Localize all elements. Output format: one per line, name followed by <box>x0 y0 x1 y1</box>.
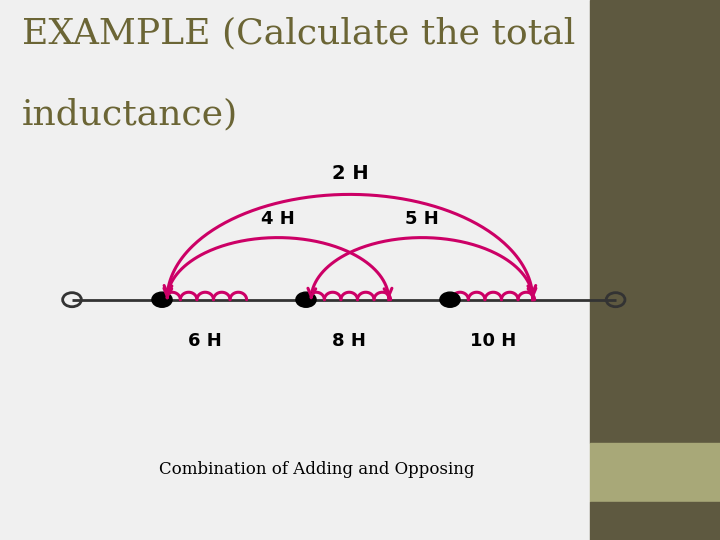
Text: EXAMPLE (Calculate the total: EXAMPLE (Calculate the total <box>22 16 575 50</box>
Bar <box>590 502 720 540</box>
Bar <box>590 0 720 443</box>
Text: 10 H: 10 H <box>470 332 516 350</box>
Circle shape <box>152 292 172 307</box>
Text: inductance): inductance) <box>22 97 238 131</box>
Text: 8 H: 8 H <box>332 332 366 350</box>
Circle shape <box>296 292 316 307</box>
Text: 2 H: 2 H <box>332 164 368 183</box>
Text: 5 H: 5 H <box>405 210 438 228</box>
Circle shape <box>440 292 460 307</box>
Text: Combination of Adding and Opposing: Combination of Adding and Opposing <box>159 461 474 478</box>
Text: 6 H: 6 H <box>189 332 222 350</box>
Text: 4 H: 4 H <box>261 210 294 228</box>
Bar <box>590 443 720 502</box>
